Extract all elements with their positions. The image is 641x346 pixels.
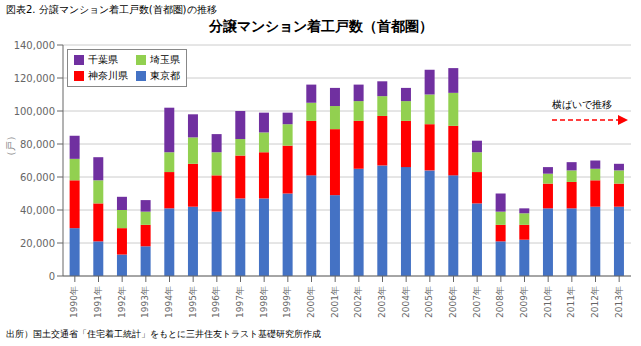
svg-text:2009年: 2009年 [519,286,529,318]
svg-text:60,000: 60,000 [20,172,55,183]
svg-text:2010年: 2010年 [543,286,553,318]
svg-text:2000年: 2000年 [306,286,316,318]
html-text:埼玉県: 埼玉県 [150,54,180,65]
svg-text:1993年: 1993年 [140,286,150,318]
svg-text:120,000: 120,000 [14,73,55,84]
svg-text:2011年: 2011年 [566,286,576,318]
svg-text:2003年: 2003年 [377,286,387,318]
html-text:分譲マンション着工戸数（首都圏）: 分譲マンション着工戸数（首都圏） [208,18,433,34]
svg-text:1999年: 1999年 [282,286,292,318]
svg-text:2001年: 2001年 [330,286,340,318]
svg-text:140,000: 140,000 [14,40,55,51]
svg-text:1994年: 1994年 [164,286,174,318]
html-text:図表2. 分譲マンション着工戸数(首都圏)の推移: 図表2. 分譲マンション着工戸数(首都圏)の推移 [6,4,217,15]
svg-text:2013年: 2013年 [614,286,624,318]
svg-text:2008年: 2008年 [495,286,505,318]
html-text:東京都: 東京都 [150,70,180,81]
svg-text:1998年: 1998年 [259,286,269,318]
svg-text:2007年: 2007年 [472,286,482,318]
svg-text:1997年: 1997年 [235,286,245,318]
svg-text:1992年: 1992年 [117,286,127,318]
html-text:出所）国土交通省「住宅着工統計」をもとに三井住友トラスト基礎: 出所）国土交通省「住宅着工統計」をもとに三井住友トラスト基礎研究所作成 [6,329,321,339]
html-text:千葉県: 千葉県 [88,54,118,65]
svg-text:1991年: 1991年 [93,286,103,318]
svg-text:80,000: 80,000 [20,139,55,150]
svg-text:1990年: 1990年 [69,286,79,318]
svg-text:2012年: 2012年 [590,286,600,318]
svg-text:2006年: 2006年 [448,286,458,318]
svg-text:1995年: 1995年 [188,286,198,318]
svg-text:2002年: 2002年 [353,286,363,318]
svg-text:20,000: 20,000 [20,238,55,249]
svg-text:2005年: 2005年 [424,286,434,318]
svg-text:2004年: 2004年 [401,286,411,318]
html-text:横ばいで推移: 横ばいで推移 [552,99,612,110]
svg-text:0: 0 [49,271,55,282]
html-text:神奈川県: 神奈川県 [88,70,128,81]
svg-text:（戸）: （戸） [8,131,16,161]
svg-text:40,000: 40,000 [20,205,55,216]
svg-text:100,000: 100,000 [14,106,55,117]
svg-text:1996年: 1996年 [211,286,221,318]
